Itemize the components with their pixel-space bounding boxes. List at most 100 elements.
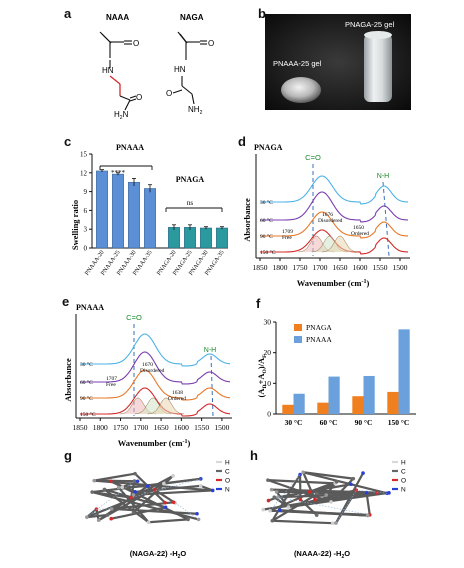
d-nh-dashline bbox=[382, 181, 390, 257]
hbond bbox=[335, 489, 357, 524]
d-xlabel: Wavenumber (cm-1) bbox=[297, 278, 370, 288]
panel_e-temp-label: 90 °C bbox=[80, 395, 93, 402]
c-ytick-label: 0 bbox=[84, 245, 88, 253]
atom bbox=[298, 497, 303, 502]
d-peak-1650: 1650 bbox=[353, 225, 364, 231]
c-ytick-label: 12 bbox=[80, 169, 88, 177]
panel_d-curve-0 bbox=[260, 175, 408, 205]
naga-atom-sub: 2 bbox=[200, 110, 203, 116]
panel-d-label: d bbox=[238, 134, 246, 149]
atom bbox=[163, 500, 167, 505]
panel-c-swelling-chart: Swelling ratio PNAAA PNAGA **** ns 03691… bbox=[70, 143, 228, 277]
panel_e-xtick-label: 1650 bbox=[154, 423, 169, 432]
e-peak-disordered: Disordered bbox=[140, 368, 165, 374]
panel_e-temp-label: 150 °C bbox=[80, 411, 96, 418]
e-title: PNAAA bbox=[76, 303, 104, 312]
panel_d-xtick-label: 1600 bbox=[353, 263, 368, 272]
atom bbox=[92, 478, 96, 483]
d-peak-1676: 1676 bbox=[322, 212, 333, 218]
atom bbox=[266, 478, 270, 482]
panel-e-label: e bbox=[62, 294, 70, 309]
legend-label-n: N bbox=[225, 487, 230, 494]
atom bbox=[314, 491, 319, 496]
bond bbox=[103, 488, 150, 524]
c-bar bbox=[168, 227, 180, 249]
atom bbox=[261, 507, 266, 512]
f-bar-pnaaa bbox=[398, 329, 410, 414]
naga-atom-o2: O bbox=[166, 89, 172, 98]
panel_e-curve-1 bbox=[80, 351, 231, 385]
atom bbox=[210, 488, 215, 493]
hbond bbox=[356, 489, 388, 494]
atom bbox=[153, 488, 157, 492]
legend-label-o: O bbox=[225, 478, 230, 485]
atom bbox=[330, 521, 335, 525]
group1-title: PNAAA bbox=[116, 143, 144, 152]
g-caption-end: O bbox=[180, 549, 186, 558]
panel_e-curve-2 bbox=[80, 369, 231, 401]
c-bar bbox=[96, 170, 108, 249]
c-bar bbox=[128, 182, 140, 249]
panel_e-xtick-label: 1600 bbox=[174, 423, 189, 432]
panel-f-label: f bbox=[256, 296, 261, 311]
atom bbox=[314, 513, 319, 517]
naga-atom-h: H bbox=[194, 105, 200, 114]
d-nh-label: N-H bbox=[377, 173, 389, 180]
e-ylabel: Absorbance bbox=[63, 358, 73, 402]
e-xlabel-text: Wavenumber (cm bbox=[118, 438, 183, 448]
d-peak-disordered: Disordered bbox=[318, 218, 343, 224]
h-caption-text: (NAAA-22) -H bbox=[294, 549, 342, 558]
atom bbox=[334, 521, 338, 525]
atom bbox=[349, 482, 353, 487]
hbond bbox=[277, 496, 370, 516]
atom bbox=[364, 490, 369, 495]
legend-label-o: O bbox=[401, 478, 406, 485]
legend-label-c: C bbox=[401, 469, 406, 476]
bond bbox=[308, 480, 338, 493]
bond bbox=[271, 473, 302, 522]
atom bbox=[116, 485, 121, 490]
c-bar bbox=[184, 227, 196, 249]
g-caption-text: (NAGA-22) -H bbox=[130, 549, 178, 558]
c-ytick-label: 9 bbox=[84, 188, 88, 196]
f-legend-swatch bbox=[294, 324, 302, 331]
atom bbox=[109, 516, 113, 521]
d-peak-1709: 1709 bbox=[282, 229, 293, 235]
naga-name: NAGA bbox=[180, 13, 204, 22]
bond bbox=[302, 471, 389, 495]
f-legend-swatch bbox=[294, 336, 302, 343]
f-category-label: 150 °C bbox=[388, 418, 410, 427]
group2-title: PNAGA bbox=[176, 175, 205, 184]
atom bbox=[162, 481, 166, 486]
f-category-label: 30 °C bbox=[285, 418, 303, 427]
atom bbox=[274, 490, 279, 494]
bond bbox=[287, 491, 391, 509]
panel-c-label: c bbox=[64, 134, 72, 149]
panel_e-xtick-label: 1800 bbox=[93, 423, 108, 432]
atom bbox=[163, 505, 168, 510]
f-ytick-label: 30 bbox=[264, 318, 272, 327]
f-bar-pnaga bbox=[282, 404, 294, 414]
hbond bbox=[269, 474, 301, 511]
naaa-atom-o1: O bbox=[133, 39, 139, 48]
cylinder-top bbox=[364, 31, 392, 39]
c-ytick-label: 6 bbox=[84, 207, 88, 215]
panel-d-ftir-chart: PNAGA Absorbance C=O N-H 30 °C 60 °C 90 °C… bbox=[242, 143, 410, 288]
pnaga-gel-cylinder bbox=[364, 34, 392, 102]
g-molecule-model bbox=[85, 471, 215, 525]
atom bbox=[186, 517, 190, 522]
panel-b-photo: PNAAA-25 gel PNAGA-25 gel bbox=[265, 14, 411, 110]
atom bbox=[145, 484, 150, 488]
panel_e-temp-label: 30 °C bbox=[80, 361, 93, 368]
naaa-atom-hn: HN bbox=[102, 66, 114, 75]
hbond bbox=[130, 478, 201, 498]
d-xlabel-text: Wavenumber (cm bbox=[297, 278, 362, 288]
panel_d-xtick-label: 1550 bbox=[373, 263, 388, 272]
d-peak-free: Free bbox=[282, 235, 292, 241]
atom bbox=[171, 500, 176, 505]
atom bbox=[171, 474, 175, 478]
panel_d-temp-label: 30 °C bbox=[260, 199, 273, 206]
naaa-atom-h2n: H bbox=[114, 110, 120, 119]
panel-a-structures: NAAA NAGA O HN O H2N O HN O NH2 bbox=[99, 13, 214, 120]
